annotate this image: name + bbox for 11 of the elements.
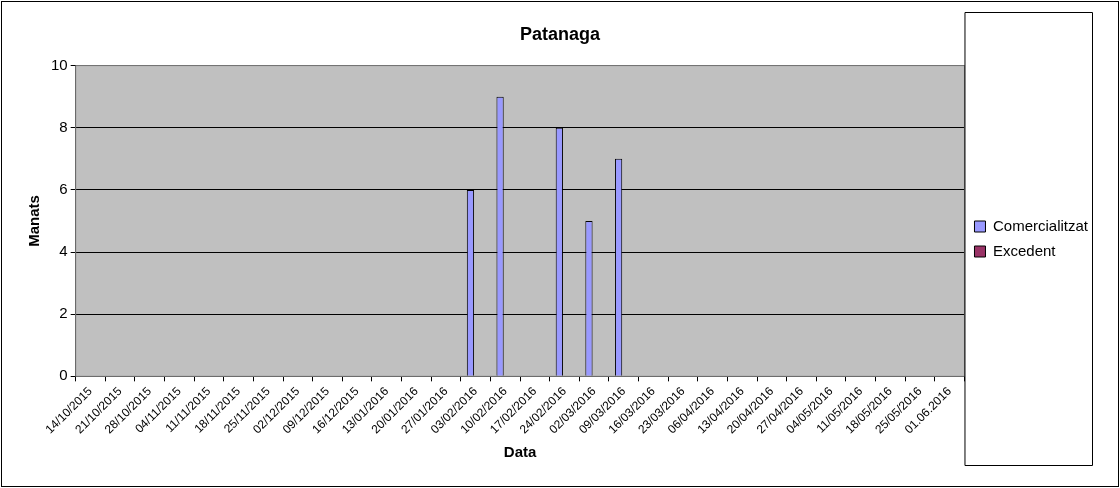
y-tick-label: 4 (59, 242, 68, 260)
y-tick-label: 8 (59, 117, 68, 135)
y-tick-label: 2 (59, 304, 68, 322)
y-tick-label: 0 (59, 366, 68, 384)
x-axis-title: Data (503, 443, 537, 461)
legend-label: Excedent (992, 241, 1057, 259)
y-tick-label: 10 (51, 55, 68, 73)
y-tick-label: 6 (59, 180, 68, 198)
chart-title: Patanaga (519, 23, 601, 44)
y-axis-title: Manats (25, 195, 43, 247)
legend-label: Comercialitzat (992, 216, 1089, 234)
